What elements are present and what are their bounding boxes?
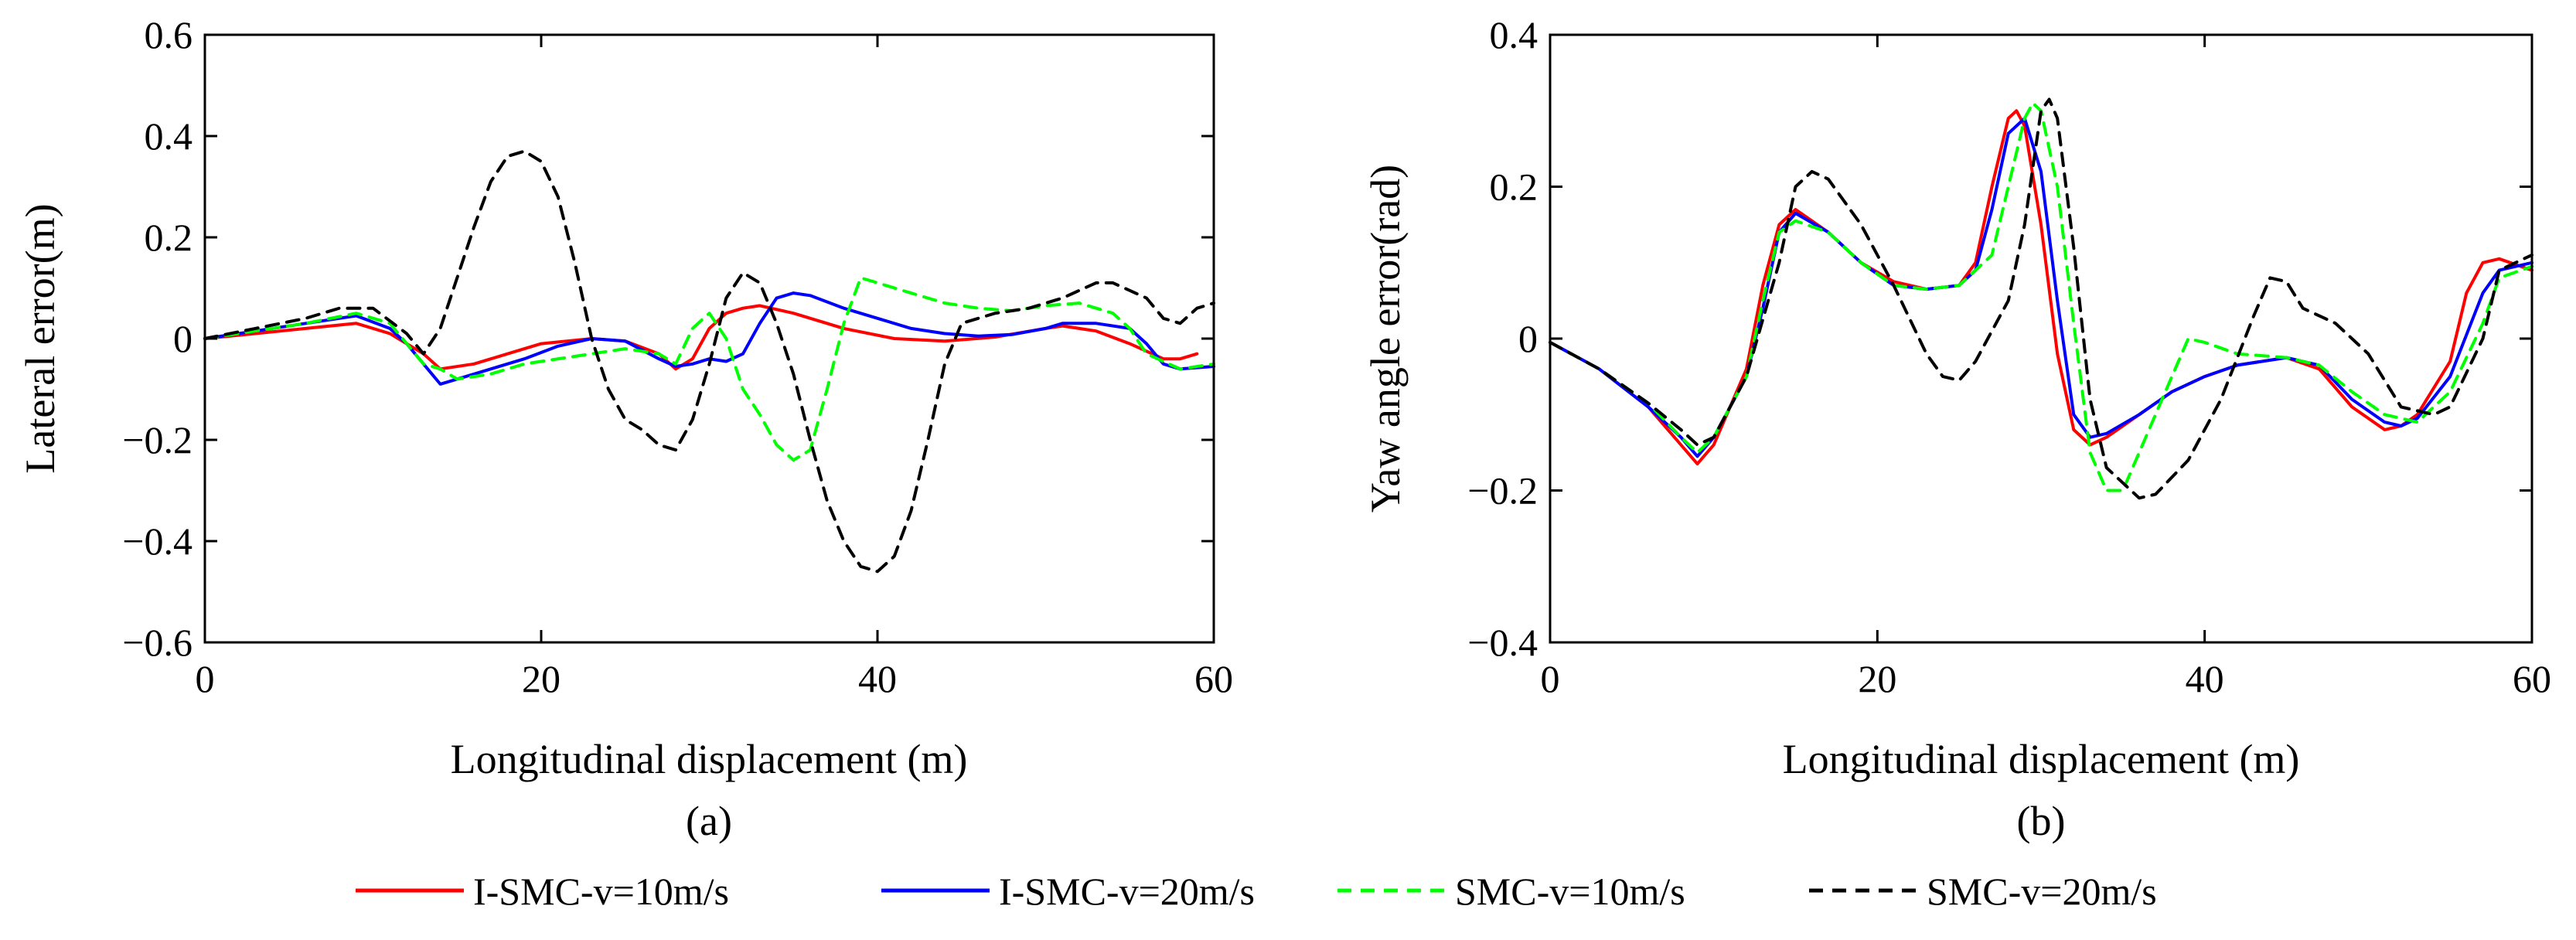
panel-b-label: (b) [2017,798,2066,844]
panel-a-ytick-label: −0.2 [122,418,193,461]
panel-b-ytick-label: −0.4 [1467,621,1538,664]
panel-a-ytick-label: 0 [173,317,193,360]
panel-a-xtick-label: 20 [522,657,561,700]
panel-a-series-line-4 [203,149,1215,574]
panel-b-ylabel: Yaw angle error(rad) [1362,165,1409,513]
panel-a-plot-area [205,35,1214,642]
panel-b-xtick-label: 40 [2186,657,2224,700]
panel-a-series-line-2 [203,291,1215,386]
panel-a-ylabel: Lateral error(m) [17,203,63,473]
legend-label-smc-20: SMC-v=20m/s [1927,870,2157,913]
panel-b-xtick-label: 0 [1541,657,1560,700]
panel-b-plot-area [1550,35,2532,642]
panel-a-ytick-label: 0.2 [145,216,193,259]
panel-b-xlabel: Longitudinal displacement (m) [1783,736,2300,782]
panel-b-chart: 0 20 40 60 −0.4 −0.2 0 0.2 0.4 Longitudinal disp… [1362,13,2551,844]
panel-a-ytick-label: 0.4 [145,114,193,158]
panel-a-ytick-label: 0.6 [145,13,193,56]
panel-a-xtick-label: 60 [1194,657,1233,700]
legend-label-isms-20: I-SMC-v=20m/s [999,870,1255,913]
panel-b-ytick-label: 0 [1518,317,1538,360]
panel-a-ytick-label: −0.4 [122,519,193,563]
panel-b-xtick-label: 20 [1858,657,1896,700]
panel-b-xtick-label: 60 [2513,657,2551,700]
panel-b-ytick-label: −0.2 [1467,469,1538,513]
panel-a-xlabel: Longitudinal displacement (m) [451,736,968,782]
legend-label-isms-10: I-SMC-v=10m/s [473,870,729,913]
panel-a-label: (a) [686,798,732,844]
panel-a-xtick-label: 40 [858,657,897,700]
panel-a-chart: 0 20 40 60 −0.6 −0.4 −0.2 0 0.2 0.4 0.6 Longitudin… [17,13,1233,844]
panel-b-ytick-label: 0.4 [1490,13,1538,56]
legend-label-smc-10: SMC-v=10m/s [1455,870,1685,913]
legend: I-SMC-v=10m/s I-SMC-v=20m/s SMC-v=10m/s … [356,870,2157,913]
panel-a-xtick-label: 0 [196,657,215,700]
panel-a-ytick-label: −0.6 [122,621,193,664]
panel-a-series-line-3 [203,276,1215,462]
panel-b-ytick-label: 0.2 [1490,165,1538,209]
panel-b-series-line-4 [1549,97,2533,500]
